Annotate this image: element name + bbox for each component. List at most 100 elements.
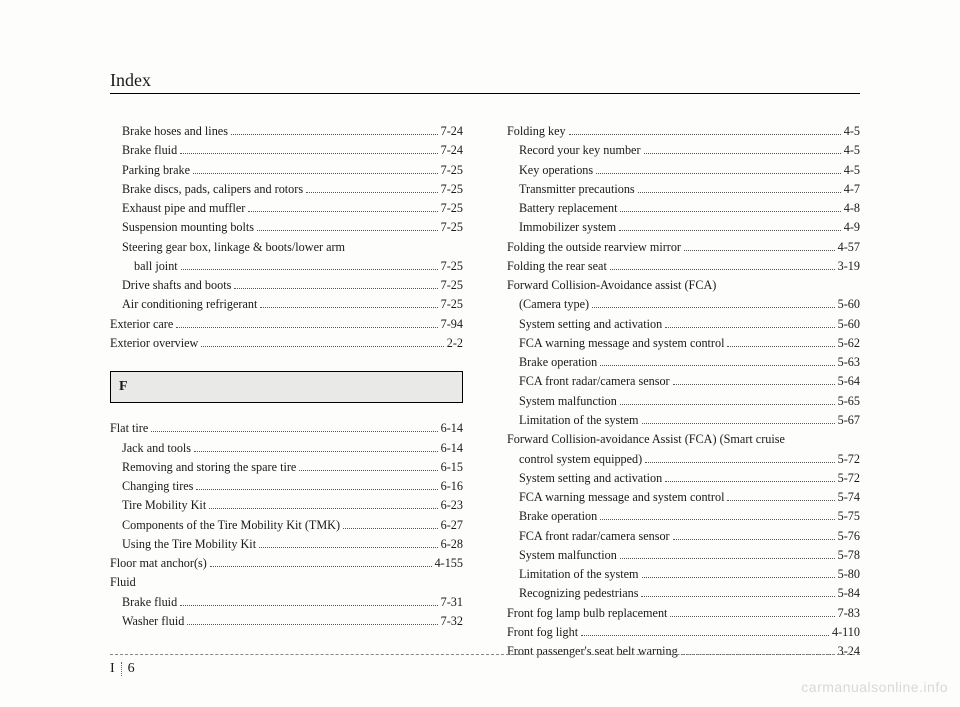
entry-page: 4-57 xyxy=(838,238,860,257)
dot-leader xyxy=(619,230,841,231)
dot-leader xyxy=(299,470,437,471)
entry-page: 5-60 xyxy=(838,315,860,334)
entry-page: 7-31 xyxy=(441,593,463,612)
entry-label: Limitation of the system xyxy=(519,411,639,430)
dot-leader xyxy=(673,539,835,540)
index-entry: Front fog light4-110 xyxy=(507,623,860,642)
entry-label: Brake operation xyxy=(519,507,597,526)
dot-leader xyxy=(569,134,841,135)
dot-leader xyxy=(196,489,437,490)
page: Index Brake hoses and lines7-24Brake flu… xyxy=(0,0,960,707)
index-entry: System setting and activation5-72 xyxy=(507,469,860,488)
entry-label: System malfunction xyxy=(519,546,617,565)
entry-page: 3-24 xyxy=(838,642,860,661)
index-entry: Air conditioning refrigerant7-25 xyxy=(110,295,463,314)
index-entry: FCA front radar/camera sensor 5-76 xyxy=(507,527,860,546)
index-entry: Flat tire6-14 xyxy=(110,419,463,438)
entry-page: 4-7 xyxy=(844,180,860,199)
index-entry: FCA warning message and system control5-… xyxy=(507,488,860,507)
index-entry: Immobilizer system4-9 xyxy=(507,218,860,237)
index-entry: Components of the Tire Mobility Kit (TMK… xyxy=(110,516,463,535)
dot-leader xyxy=(257,230,438,231)
index-entry: Exterior overview2-2 xyxy=(110,334,463,353)
index-entry: Transmitter precautions4-7 xyxy=(507,180,860,199)
dot-leader xyxy=(194,451,438,452)
index-entry: Steering gear box, linkage & boots/lower… xyxy=(110,238,463,257)
index-entry: Recognizing pedestrians5-84 xyxy=(507,584,860,603)
entry-page: 7-25 xyxy=(441,257,463,276)
index-entry: Washer fluid7-32 xyxy=(110,612,463,631)
index-entry: Front passenger's seat belt warning3-24 xyxy=(507,642,860,661)
dot-leader xyxy=(645,462,834,463)
entry-label: Immobilizer system xyxy=(519,218,616,237)
entry-page: 5-67 xyxy=(838,411,860,430)
entry-page: 6-28 xyxy=(441,535,463,554)
dot-leader xyxy=(248,211,437,212)
entry-label: Changing tires xyxy=(122,477,193,496)
entry-label: Forward Collision-Avoidance assist (FCA) xyxy=(507,276,716,295)
dot-leader xyxy=(684,250,835,251)
left-before-list: Brake hoses and lines7-24Brake fluid7-24… xyxy=(110,122,463,353)
dot-leader xyxy=(727,346,834,347)
entry-label: Steering gear box, linkage & boots/lower… xyxy=(122,238,345,257)
entry-label: Front fog lamp bulb replacement xyxy=(507,604,667,623)
entry-page: 5-84 xyxy=(838,584,860,603)
entry-page: 4-155 xyxy=(435,554,463,573)
entry-label: (Camera type) xyxy=(519,295,589,314)
index-entry: Floor mat anchor(s) 4-155 xyxy=(110,554,463,573)
entry-label: FCA front radar/camera sensor xyxy=(519,527,670,546)
dot-leader xyxy=(600,365,834,366)
dot-leader xyxy=(642,577,835,578)
index-entry: Battery replacement 4-8 xyxy=(507,199,860,218)
entry-page: 4-8 xyxy=(844,199,860,218)
index-entry: Record your key number4-5 xyxy=(507,141,860,160)
dot-leader xyxy=(642,423,835,424)
entry-label: Brake discs, pads, calipers and rotors xyxy=(122,180,303,199)
entry-page: 5-76 xyxy=(838,527,860,546)
entry-label: Floor mat anchor(s) xyxy=(110,554,207,573)
dot-leader xyxy=(234,288,437,289)
index-entry: Limitation of the system 5-67 xyxy=(507,411,860,430)
entry-label: control system equipped) xyxy=(519,450,642,469)
entry-page: 7-83 xyxy=(838,604,860,623)
entry-label: System setting and activation xyxy=(519,469,662,488)
footer-divider xyxy=(110,654,860,655)
entry-page: 7-24 xyxy=(441,141,463,160)
index-entry: Brake hoses and lines7-24 xyxy=(110,122,463,141)
index-entry: Brake operation5-75 xyxy=(507,507,860,526)
dot-leader xyxy=(620,558,835,559)
entry-label: Battery replacement xyxy=(519,199,617,218)
entry-page: 7-24 xyxy=(441,122,463,141)
entry-page: 4-5 xyxy=(844,122,860,141)
page-num-value: 6 xyxy=(128,661,135,677)
dot-leader xyxy=(673,384,835,385)
entry-label: Exhaust pipe and muffler xyxy=(122,199,245,218)
index-entry: Forward Collision-avoidance Assist (FCA)… xyxy=(507,430,860,449)
index-entry: System setting and activation5-60 xyxy=(507,315,860,334)
entry-label: Flat tire xyxy=(110,419,148,438)
index-entry: Limitation of the system5-80 xyxy=(507,565,860,584)
entry-page: 5-65 xyxy=(838,392,860,411)
entry-page: 7-25 xyxy=(441,276,463,295)
entry-label: ball joint xyxy=(134,257,178,276)
index-columns: Brake hoses and lines7-24Brake fluid7-24… xyxy=(110,122,860,661)
entry-label: FCA warning message and system control xyxy=(519,488,724,507)
dot-leader xyxy=(260,307,437,308)
entry-page: 6-15 xyxy=(441,458,463,477)
dot-leader xyxy=(180,605,437,606)
entry-label: Exterior care xyxy=(110,315,173,334)
index-entry: ball joint 7-25 xyxy=(110,257,463,276)
section-letter-box: F xyxy=(110,371,463,403)
entry-label: Washer fluid xyxy=(122,612,184,631)
entry-page: 5-72 xyxy=(838,450,860,469)
page-letter: I xyxy=(110,661,115,677)
entry-label: Folding key xyxy=(507,122,566,141)
entry-label: Fluid xyxy=(110,573,136,592)
dot-leader xyxy=(210,566,432,567)
entry-label: Air conditioning refrigerant xyxy=(122,295,257,314)
entry-label: Folding the rear seat xyxy=(507,257,607,276)
index-entry: control system equipped) 5-72 xyxy=(507,450,860,469)
dot-leader xyxy=(644,153,841,154)
entry-label: Front fog light xyxy=(507,623,578,642)
entry-label: Jack and tools xyxy=(122,439,191,458)
